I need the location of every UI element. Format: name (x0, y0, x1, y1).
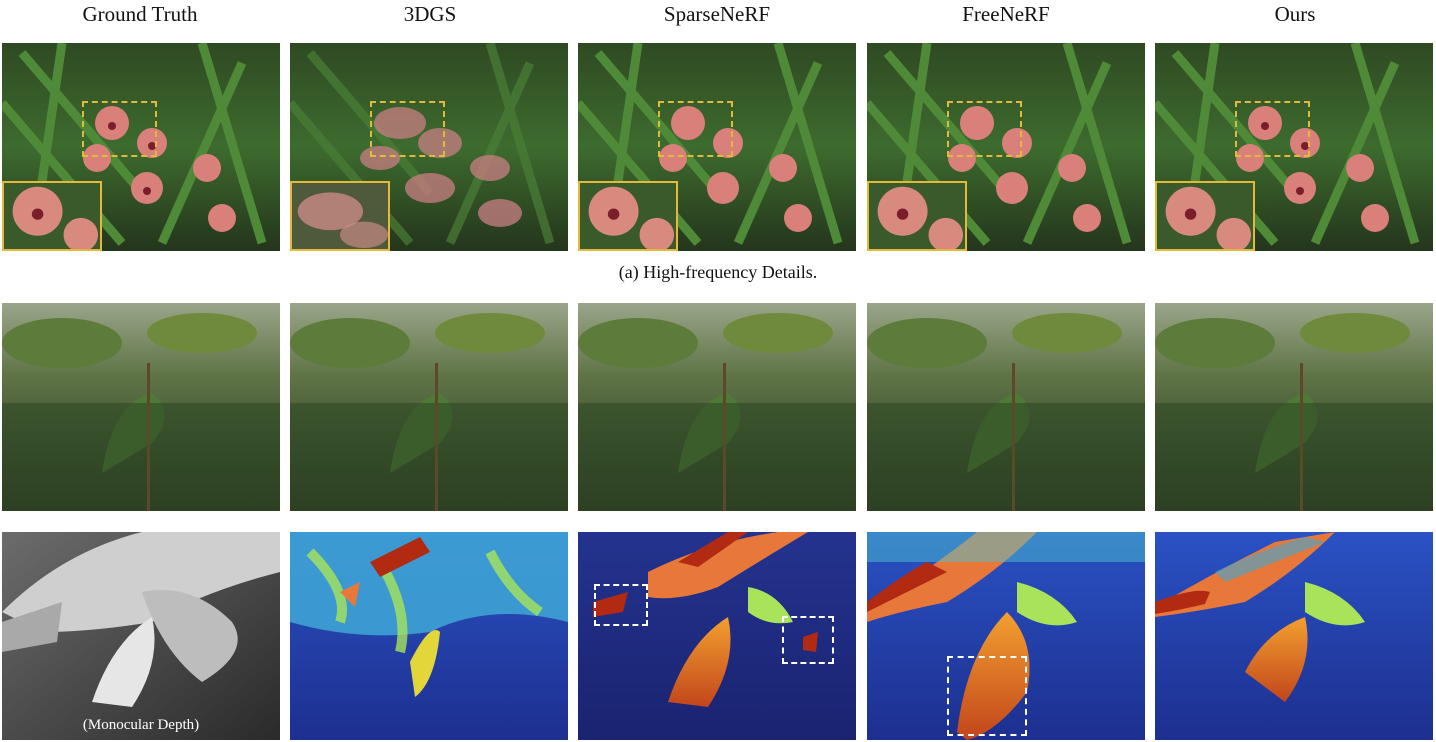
zoom-region-box (82, 101, 157, 157)
figure-caption-a: (a) High-frequency Details. (618, 262, 818, 282)
dashed-highlight-box (782, 616, 834, 664)
monocular-depth-label: (Monocular Depth) (82, 717, 200, 733)
panel-3dgs-plant (290, 303, 568, 511)
zoom-inset (2, 181, 102, 251)
panel-ours-plant (1155, 303, 1433, 511)
panel-gt-plant (2, 303, 280, 511)
zoom-region-box (658, 101, 733, 157)
panel-3dgs-flowers (290, 43, 568, 251)
column-header-sparsenerf: SparseNeRF (663, 2, 771, 26)
panel-gt-flowers (2, 43, 280, 251)
column-header-ours: Ours (1274, 2, 1316, 26)
column-header-ground-truth: Ground Truth (82, 2, 198, 26)
panel-freenerf-flowers (867, 43, 1145, 251)
zoom-inset (1155, 181, 1255, 251)
column-header-freenerf: FreeNeRF (962, 2, 1050, 26)
zoom-inset (867, 181, 967, 251)
panel-sparsenerf-flowers (578, 43, 856, 251)
zoom-region-box (370, 101, 445, 157)
zoom-region-box (1235, 101, 1310, 157)
zoom-inset (290, 181, 390, 251)
panel-ours-depth (1155, 532, 1433, 740)
panel-gt-depth: (Monocular Depth) (2, 532, 280, 740)
zoom-inset (578, 181, 678, 251)
panel-freenerf-depth (867, 532, 1145, 740)
panel-ours-flowers (1155, 43, 1433, 251)
dashed-highlight-box (947, 656, 1027, 736)
column-header-3dgs: 3DGS (403, 2, 457, 26)
panel-sparsenerf-depth (578, 532, 856, 740)
panel-freenerf-plant (867, 303, 1145, 511)
panel-3dgs-depth (290, 532, 568, 740)
panel-sparsenerf-plant (578, 303, 856, 511)
dashed-highlight-box (594, 584, 648, 626)
zoom-region-box (947, 101, 1022, 157)
